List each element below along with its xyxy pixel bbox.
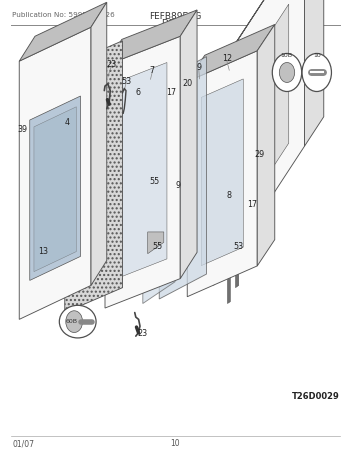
- Circle shape: [66, 311, 83, 333]
- Polygon shape: [30, 96, 81, 280]
- Text: 17: 17: [166, 88, 176, 97]
- Polygon shape: [257, 24, 275, 266]
- Polygon shape: [236, 86, 239, 288]
- Polygon shape: [118, 63, 167, 278]
- Polygon shape: [214, 0, 304, 285]
- Text: 55: 55: [152, 242, 163, 251]
- Polygon shape: [201, 79, 243, 265]
- Text: 20: 20: [182, 79, 192, 88]
- Text: 53: 53: [121, 77, 131, 86]
- Polygon shape: [19, 27, 91, 319]
- Circle shape: [272, 53, 302, 92]
- Polygon shape: [91, 2, 107, 285]
- Polygon shape: [159, 57, 206, 299]
- Text: 53: 53: [233, 242, 243, 251]
- Text: 55: 55: [149, 177, 159, 186]
- Text: T26D0029: T26D0029: [292, 392, 340, 401]
- Text: 29: 29: [254, 149, 265, 159]
- Text: FEFB89ECG: FEFB89ECG: [149, 12, 201, 21]
- Polygon shape: [187, 51, 257, 297]
- Text: 4: 4: [65, 118, 70, 127]
- Text: 9: 9: [196, 63, 201, 72]
- Text: 23: 23: [138, 329, 148, 338]
- Polygon shape: [228, 190, 230, 304]
- Text: 23: 23: [106, 60, 116, 69]
- Polygon shape: [229, 4, 289, 234]
- Polygon shape: [34, 107, 76, 272]
- Text: 8: 8: [227, 191, 232, 200]
- Text: 10: 10: [313, 53, 321, 58]
- Text: 10: 10: [170, 439, 180, 448]
- Polygon shape: [105, 36, 180, 308]
- Polygon shape: [180, 10, 197, 279]
- Polygon shape: [148, 232, 164, 254]
- Polygon shape: [304, 0, 324, 146]
- Text: 13: 13: [38, 247, 48, 256]
- Text: 39: 39: [18, 125, 28, 134]
- Text: 7: 7: [150, 66, 155, 75]
- Polygon shape: [65, 41, 122, 313]
- Ellipse shape: [60, 305, 96, 338]
- Polygon shape: [19, 2, 107, 61]
- Text: 12: 12: [222, 54, 232, 63]
- Text: 17: 17: [247, 200, 257, 209]
- Text: 60B: 60B: [66, 319, 78, 324]
- Text: 9: 9: [175, 181, 180, 190]
- Polygon shape: [105, 10, 197, 66]
- Polygon shape: [149, 174, 164, 199]
- Polygon shape: [214, 0, 324, 77]
- Text: Publication No: 5995481626: Publication No: 5995481626: [12, 12, 115, 18]
- Text: 6: 6: [135, 88, 140, 97]
- Circle shape: [302, 53, 331, 92]
- Polygon shape: [143, 60, 175, 304]
- Text: DOOR: DOOR: [161, 19, 189, 29]
- Text: 10B: 10B: [280, 53, 292, 58]
- Polygon shape: [187, 24, 275, 82]
- Text: 01/07: 01/07: [12, 439, 34, 448]
- Circle shape: [279, 63, 295, 82]
